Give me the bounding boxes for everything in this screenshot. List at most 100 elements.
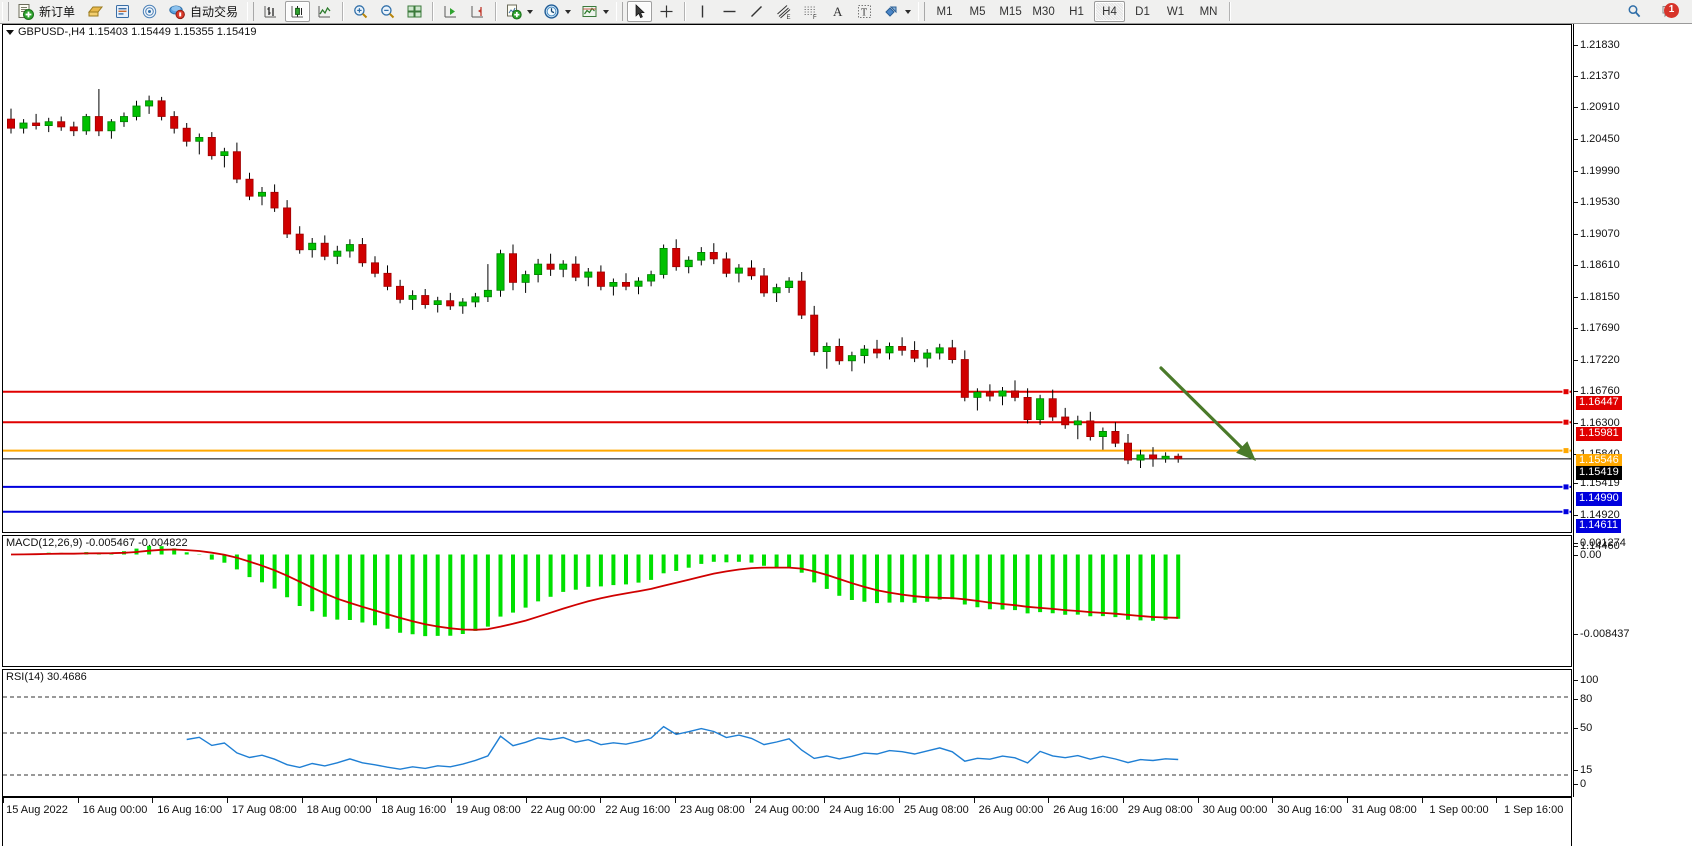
price-badge-current-price[interactable]: 1.15419 (1576, 466, 1622, 480)
timeframe-button-m15[interactable]: M15 (995, 1, 1026, 22)
timeframe-button-m1[interactable]: M1 (929, 1, 960, 22)
text-button[interactable]: A (825, 1, 850, 22)
time-axis-label: 30 Aug 00:00 (1202, 804, 1268, 816)
rsi-pane[interactable]: RSI(14) 30.4686 (2, 669, 1572, 797)
horizontal-line-button[interactable] (717, 1, 742, 22)
drawing-grip[interactable] (616, 2, 624, 21)
zoom-in-button[interactable] (348, 1, 373, 22)
svg-text:T: T (861, 8, 867, 19)
equidistant-channel-button[interactable]: E (771, 1, 796, 22)
macd-pane[interactable]: MACD(12,26,9) -0.005467 -0.004822 (2, 535, 1572, 667)
indicators-caret-icon[interactable] (527, 9, 534, 14)
templates-button[interactable] (577, 1, 613, 22)
macd-chart-svg (10, 545, 1181, 637)
chat-button[interactable]: 1 (1654, 1, 1684, 22)
timeframe-button-d1[interactable]: D1 (1127, 1, 1158, 22)
time-axis-mark (1347, 798, 1348, 803)
timeframe-label: H1 (1069, 5, 1084, 18)
bar-chart-button[interactable] (258, 1, 283, 22)
tile-windows-icon (407, 5, 422, 18)
fibonacci-button[interactable]: F (798, 1, 823, 22)
timeframe-label: M1 (936, 5, 953, 18)
price-badge-resistance-level-2[interactable]: 1.15981 (1576, 427, 1622, 441)
chart-shift-button[interactable] (465, 1, 490, 22)
time-axis-mark (1496, 798, 1498, 803)
price-badge-support-level-1[interactable]: 1.14990 (1576, 492, 1622, 506)
shapes-caret-icon[interactable] (905, 9, 912, 14)
time-axis-mark (227, 798, 228, 803)
time-axis-mark (376, 798, 378, 803)
autoscroll-button[interactable] (438, 1, 463, 22)
terminal-button[interactable] (83, 1, 108, 22)
price-badge-support-level-2[interactable]: 1.14611 (1576, 519, 1621, 533)
time-axis-mark (1048, 798, 1050, 803)
timeframe-label: M30 (1032, 5, 1055, 18)
metaeditor-button[interactable] (110, 1, 135, 22)
time-axis-mark (675, 798, 676, 803)
price-chart-svg (3, 89, 1571, 516)
price-badge-entry-level[interactable]: 1.15546 (1576, 454, 1622, 468)
price-axis[interactable]: 1.21830 1.21370 1.20910 1.20450 1.19990 1.195… (1573, 24, 1692, 797)
zoom-out-button[interactable] (375, 1, 400, 22)
zoom-in-icon (354, 5, 368, 19)
fibonacci-icon: F (804, 6, 817, 20)
time-axis-label: 30 Aug 16:00 (1277, 804, 1343, 816)
autotrading-button[interactable]: 自动交易 (164, 1, 244, 22)
new-order-button[interactable]: 新订单 (13, 1, 81, 22)
time-axis-label: 17 Aug 08:00 (231, 804, 297, 816)
period-button[interactable] (539, 1, 575, 22)
time-axis-mark (301, 798, 303, 803)
crosshair-button[interactable] (654, 1, 679, 22)
horizontal-line-icon (723, 10, 736, 13)
tile-windows-button[interactable] (402, 1, 427, 22)
chat-badge: 1 (1664, 3, 1679, 18)
indicators-button[interactable] (501, 1, 537, 22)
cursor-button[interactable] (627, 1, 653, 22)
timeframe-label: W1 (1166, 5, 1185, 18)
line-chart-button[interactable] (312, 1, 337, 22)
price-badge-resistance-level-1[interactable]: 1.16447 (1576, 396, 1622, 410)
toolbar-separator-4 (684, 2, 686, 21)
charttype-grip[interactable] (247, 2, 255, 21)
metaeditor-icon (116, 5, 130, 18)
timeframe-button-m5[interactable]: M5 (962, 1, 993, 22)
timeframe-button-h4[interactable]: H4 (1094, 1, 1126, 22)
candlestick-chart-button[interactable] (285, 1, 311, 22)
label-button[interactable]: T (852, 1, 877, 22)
price-pane[interactable]: GBPUSD-,H4 1.15403 1.15449 1.15355 1.154… (2, 24, 1572, 533)
timeframe-button-h1[interactable]: H1 (1061, 1, 1092, 22)
time-axis-mark (749, 798, 751, 803)
navigator-button[interactable] (137, 1, 162, 22)
time-axis-label: 24 Aug 16:00 (829, 804, 895, 816)
toolbar-separator-2 (432, 2, 434, 21)
timeframe-button-w1[interactable]: W1 (1160, 1, 1191, 22)
shapes-button[interactable] (879, 1, 915, 22)
time-axis[interactable]: 15 Aug 2022 16 Aug 00:00 16 Aug 16:00 17 Au… (2, 797, 1572, 846)
period-caret-icon[interactable] (565, 9, 572, 14)
indicators-icon (507, 4, 522, 20)
vertical-line-icon (701, 5, 704, 18)
timeframe-button-mn[interactable]: MN (1193, 1, 1224, 22)
toolbar-grip[interactable] (2, 2, 9, 21)
time-axis-mark (525, 798, 527, 803)
autotrading-label: 自动交易 (190, 5, 239, 19)
search-button[interactable] (1622, 1, 1647, 22)
timeframe-grip[interactable] (918, 2, 926, 21)
svg-text:A: A (833, 4, 843, 19)
time-axis-label: 26 Aug 00:00 (978, 804, 1044, 816)
timeframe-label: H4 (1102, 5, 1117, 18)
timeframe-button-m30[interactable]: M30 (1028, 1, 1059, 22)
toolbar-separator-1 (342, 2, 344, 21)
text-label-icon: T (858, 5, 872, 19)
time-axis-mark (824, 798, 826, 803)
bar-chart-icon (264, 6, 277, 18)
time-axis-label: 15 Aug 2022 (6, 804, 68, 816)
time-axis-label: 16 Aug 16:00 (157, 804, 223, 816)
time-axis-mark (1272, 798, 1274, 803)
vertical-line-button[interactable] (690, 1, 715, 22)
time-axis-mark (1197, 798, 1199, 803)
templates-caret-icon[interactable] (603, 9, 610, 14)
autotrading-icon (169, 5, 185, 20)
trendline-button[interactable] (744, 1, 769, 22)
search-icon (1628, 5, 1641, 18)
